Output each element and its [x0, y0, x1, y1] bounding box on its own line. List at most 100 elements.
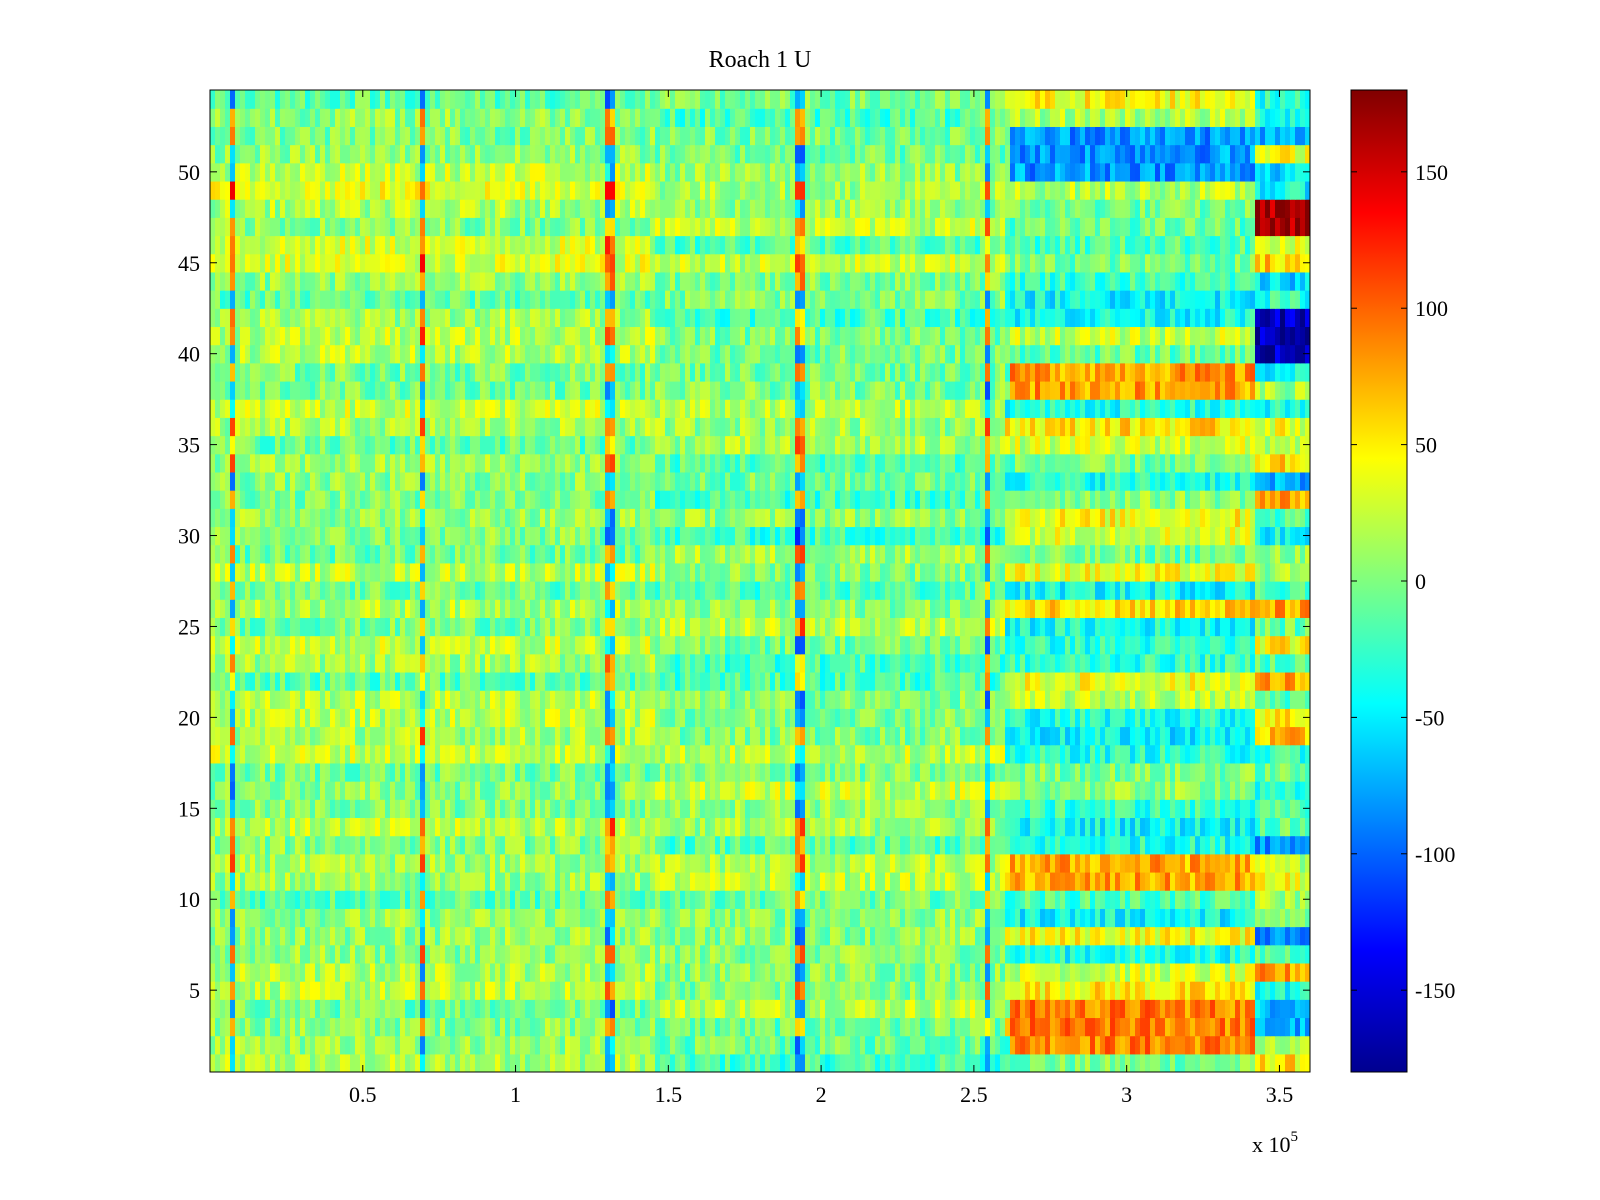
heatmap-cell [490, 853, 496, 873]
heatmap-cell [635, 690, 641, 709]
heatmap-cell [1295, 671, 1301, 691]
heatmap-cell [335, 799, 341, 819]
heatmap-cell [620, 1035, 626, 1055]
heatmap-cell [560, 981, 566, 1000]
heatmap-cell [750, 999, 756, 1019]
heatmap-cell [290, 671, 296, 691]
heatmap-cell [345, 1017, 351, 1037]
heatmap-cell [1070, 944, 1076, 964]
heatmap-cell [315, 890, 321, 909]
heatmap-cell [390, 1017, 396, 1037]
heatmap-cell [670, 781, 676, 800]
heatmap-cell [430, 853, 436, 873]
heatmap-cell [1265, 690, 1271, 709]
heatmap-cell [1255, 726, 1261, 746]
heatmap-cell [365, 781, 371, 800]
heatmap-cell [280, 708, 286, 728]
heatmap-cell [990, 1053, 996, 1072]
heatmap-cell [645, 1053, 651, 1072]
heatmap-cell [425, 799, 431, 819]
heatmap-cell [550, 944, 556, 964]
heatmap-cell [770, 726, 776, 746]
heatmap-cell [1010, 835, 1016, 855]
heatmap-cell [1245, 908, 1251, 928]
heatmap-cell [685, 781, 691, 800]
heatmap-cell [630, 944, 636, 964]
heatmap-cell [855, 981, 861, 1000]
heatmap-cell [1220, 853, 1226, 873]
heatmap-cell [1095, 781, 1101, 800]
heatmap-cell [210, 1035, 216, 1055]
heatmap-cell [255, 835, 261, 855]
heatmap-cell [455, 962, 461, 982]
heatmap-cell [650, 799, 656, 819]
heatmap-cell [1020, 1053, 1026, 1072]
heatmap-cell [245, 653, 251, 673]
heatmap-cell [1190, 762, 1196, 782]
heatmap-cell [835, 835, 841, 855]
heatmap-cell [840, 726, 846, 746]
heatmap-cell [290, 817, 296, 837]
heatmap-cell [660, 981, 666, 1000]
heatmap-cell [905, 817, 911, 837]
heatmap-cell [720, 1035, 726, 1055]
heatmap-cell [1135, 1053, 1141, 1072]
heatmap-cell [1260, 781, 1266, 800]
heatmap-cell [335, 653, 341, 673]
heatmap-cell [795, 1053, 801, 1072]
heatmap-cell [1290, 890, 1296, 909]
heatmap-cell [825, 799, 831, 819]
heatmap-cell [695, 781, 701, 800]
heatmap-cell [255, 817, 261, 837]
heatmap-cell [775, 853, 781, 873]
heatmap-cell [510, 1035, 516, 1055]
heatmap-cell [1140, 1035, 1146, 1055]
heatmap-cell [230, 726, 236, 746]
heatmap-cell [1070, 781, 1076, 800]
heatmap-cell [840, 762, 846, 782]
heatmap-cell [1245, 781, 1251, 800]
heatmap-cell [895, 708, 901, 728]
heatmap-cell [1170, 908, 1176, 928]
heatmap-cell [535, 671, 541, 691]
heatmap-cell [1180, 744, 1186, 764]
heatmap-cell [835, 799, 841, 819]
heatmap-cell [690, 999, 696, 1019]
heatmap-cell [300, 999, 306, 1019]
heatmap-cell [945, 890, 951, 909]
heatmap-cell [1300, 908, 1306, 928]
heatmap-cell [380, 908, 386, 928]
heatmap-cell [255, 853, 261, 873]
heatmap-cell [385, 853, 391, 873]
heatmap-cell [430, 944, 436, 964]
heatmap-cell [525, 999, 531, 1019]
heatmap-cell [1000, 999, 1006, 1019]
heatmap-cell [815, 871, 821, 891]
heatmap-cell [700, 653, 706, 673]
heatmap-cell [830, 817, 836, 837]
heatmap-cell [420, 653, 426, 673]
heatmap-cell [705, 799, 711, 819]
heatmap-cell [665, 908, 671, 928]
heatmap-cell [340, 1017, 346, 1037]
heatmap-cell [545, 781, 551, 800]
heatmap-cell [690, 944, 696, 964]
heatmap-cell [420, 853, 426, 873]
heatmap-cell [1125, 926, 1131, 946]
heatmap-cell [410, 817, 416, 837]
heatmap-cell [1085, 999, 1091, 1019]
heatmap-cell [1000, 690, 1006, 709]
heatmap-cell [1185, 962, 1191, 982]
heatmap-cell [1240, 853, 1246, 873]
heatmap-cell [1185, 853, 1191, 873]
heatmap-cell [415, 690, 421, 709]
heatmap-cell [935, 908, 941, 928]
heatmap-cell [515, 744, 521, 764]
heatmap-cell [1010, 708, 1016, 728]
heatmap-cell [680, 817, 686, 837]
heatmap-cell [990, 871, 996, 891]
heatmap-cell [1245, 744, 1251, 764]
heatmap-cell [420, 799, 426, 819]
heatmap-cell [505, 999, 511, 1019]
heatmap-cell [265, 744, 271, 764]
